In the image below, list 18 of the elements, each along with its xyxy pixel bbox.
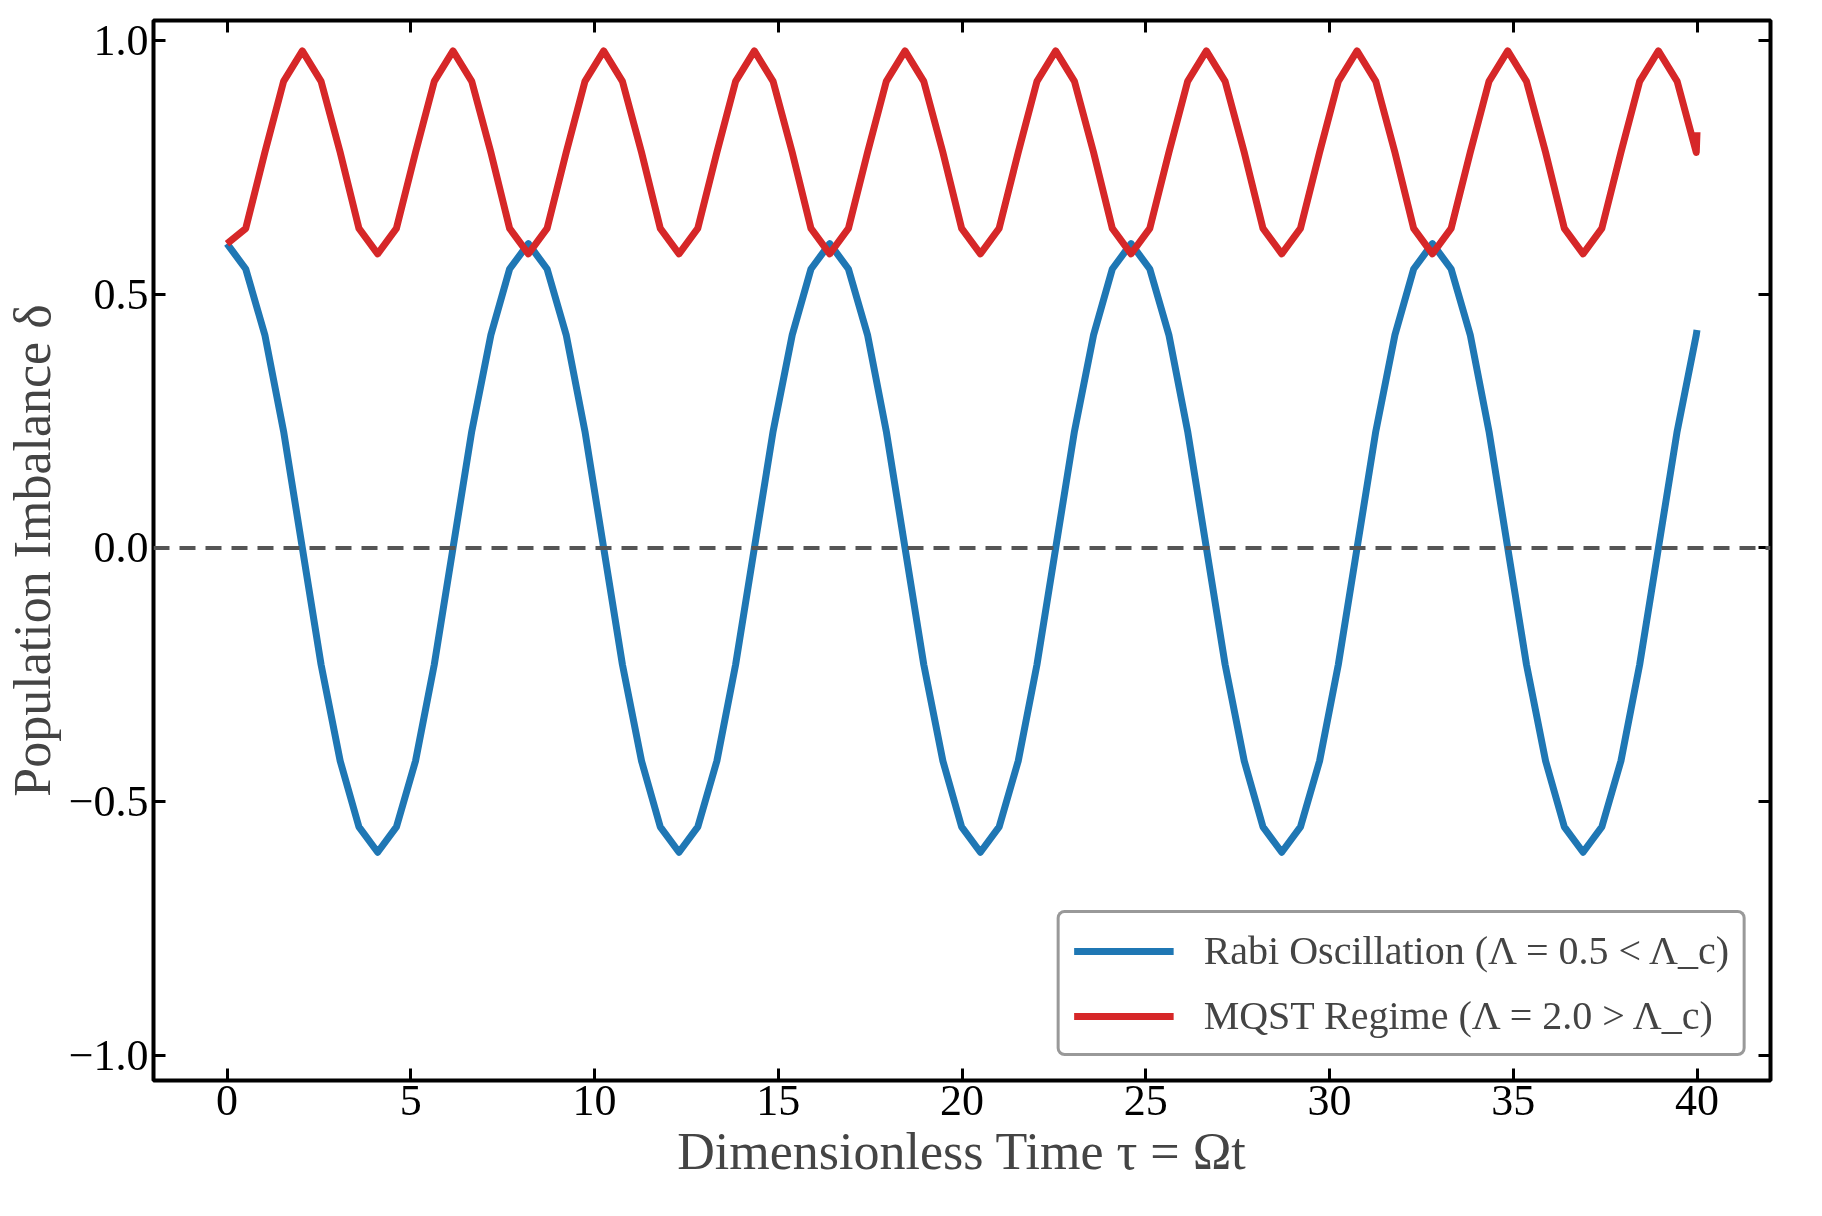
y-tick-label: −1.0 <box>68 1030 149 1080</box>
x-tick-label: 30 <box>1307 1075 1352 1125</box>
y-tick-label: 0.5 <box>93 269 149 319</box>
y-tick-label: 1.0 <box>93 16 149 66</box>
y-tick-label: 0.0 <box>93 523 149 573</box>
x-tick-label: 40 <box>1675 1075 1719 1125</box>
y-tick-label: −0.5 <box>68 777 149 827</box>
x-axis-title: Dimensionless Time τ = Ωt <box>677 1122 1247 1180</box>
x-tick-label: 20 <box>940 1075 984 1125</box>
y-axis-title: Population Imbalance δ <box>3 304 61 797</box>
legend-label: MQST Regime (Λ = 2.0 > Λ_c) <box>1203 992 1713 1039</box>
x-tick-label: 0 <box>216 1075 238 1125</box>
x-tick-label: 15 <box>756 1075 801 1125</box>
legend-label: Rabi Oscillation (Λ = 0.5 < Λ_c) <box>1203 927 1729 974</box>
x-tick-label: 25 <box>1123 1075 1168 1125</box>
x-tick-label: 5 <box>399 1075 422 1125</box>
x-tick-label: 10 <box>572 1075 617 1125</box>
x-tick-label: 35 <box>1491 1075 1536 1125</box>
